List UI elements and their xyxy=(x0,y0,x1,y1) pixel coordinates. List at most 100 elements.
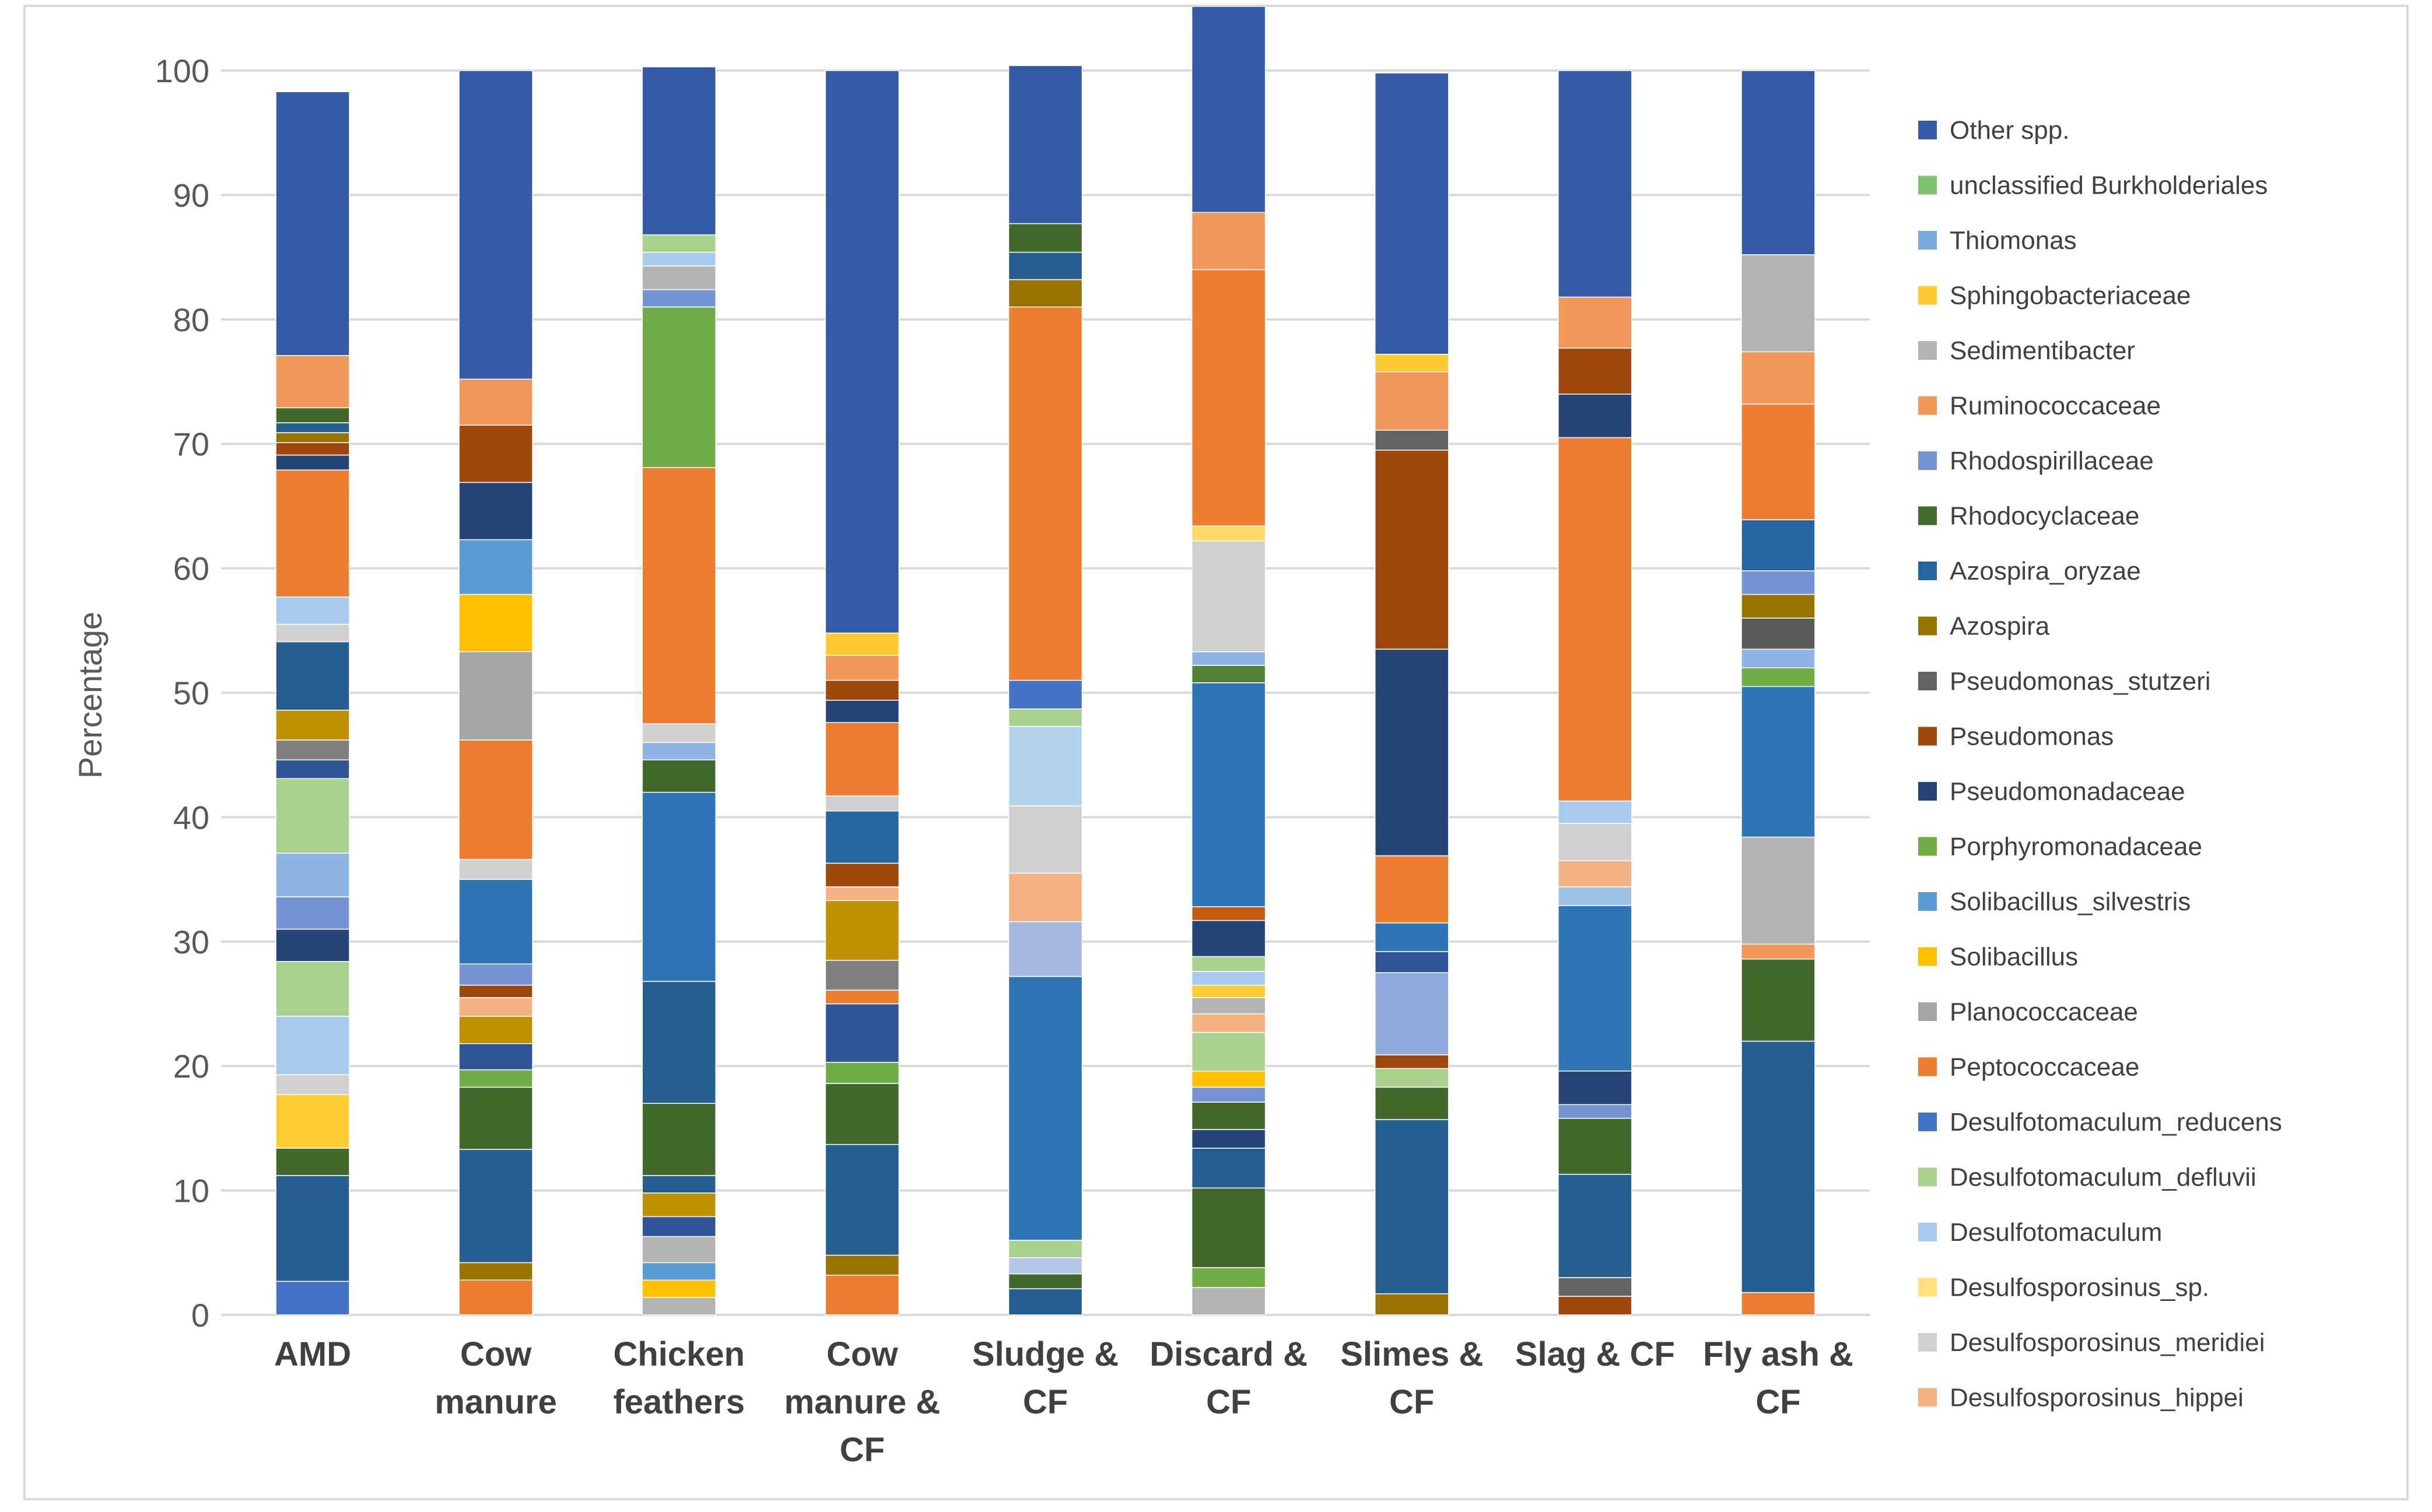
legend-item: Solibacillus_silvestris xyxy=(1918,887,2191,916)
legend-label: Pseudomonas xyxy=(1950,722,2114,751)
bar-segment xyxy=(1191,212,1266,271)
legend-item: Pseudomonas xyxy=(1918,722,2114,751)
bar-segment xyxy=(825,1274,900,1315)
y-tick-label: 30 xyxy=(173,924,209,960)
bar-segment xyxy=(825,862,900,887)
legend-label: Desulfosporosinus_meridiei xyxy=(1950,1328,2265,1357)
bar-segment xyxy=(1008,921,1083,977)
bar-segment xyxy=(1008,306,1083,681)
bar-segment xyxy=(275,1074,350,1096)
bar-segment xyxy=(275,355,350,409)
bar-segment xyxy=(1558,886,1632,906)
bar-segment xyxy=(1374,1119,1449,1295)
bar-segment xyxy=(1191,7,1266,213)
bar-segment xyxy=(275,778,350,854)
legend-item: Desulfotomaculum xyxy=(1918,1218,2162,1247)
bar-segment xyxy=(1741,618,1816,650)
bar-segment xyxy=(1558,823,1632,861)
legend-label: Planococcaceae xyxy=(1950,998,2138,1026)
legend-label: Azospira_oryzae xyxy=(1950,557,2141,585)
bar-segment xyxy=(825,990,900,1005)
bar-segment xyxy=(1008,65,1083,224)
bar-segment xyxy=(275,91,350,356)
bar-stack xyxy=(642,66,717,1315)
bar-segment xyxy=(642,1236,717,1264)
bar-segment xyxy=(1741,404,1816,521)
legend-label: Desulfosporosinus_sp. xyxy=(1950,1274,2209,1302)
legend-swatch xyxy=(1918,1057,1937,1076)
bar-segment xyxy=(1191,1086,1266,1103)
bar-segment xyxy=(458,482,533,541)
bar-segment xyxy=(1191,525,1266,542)
bar-segment xyxy=(825,810,900,864)
bar-segment xyxy=(1741,1292,1816,1315)
legend-swatch xyxy=(1918,892,1937,911)
bar-segment xyxy=(1191,1070,1266,1088)
bar-segment xyxy=(1008,1273,1083,1289)
bar-segment xyxy=(642,251,717,266)
bar-segment xyxy=(275,759,350,779)
bar-segment xyxy=(1558,1277,1632,1297)
legend-label: Azospira xyxy=(1950,612,2050,641)
bar-segment xyxy=(458,425,533,483)
bar-segment xyxy=(458,1069,533,1088)
bar-segment xyxy=(1008,708,1083,727)
legend-item: Desulfosporosinus_sp. xyxy=(1918,1274,2209,1302)
legend-item: Desulfosporosinus_hippei xyxy=(1918,1384,2244,1412)
bar-segment xyxy=(1191,682,1266,907)
y-tick-label: 10 xyxy=(173,1173,209,1209)
bar-segment xyxy=(1191,1129,1266,1149)
legend-item: Porphyromonadaceae xyxy=(1918,833,2202,861)
legend-swatch xyxy=(1918,396,1937,415)
bar-segment xyxy=(458,539,533,595)
bar-segment xyxy=(458,594,533,652)
y-tick-label: 100 xyxy=(155,52,209,89)
bar-segment xyxy=(642,1192,717,1218)
bars xyxy=(275,7,1816,1315)
bar-segment xyxy=(275,596,350,625)
bar-segment xyxy=(1558,394,1632,438)
bar-segment xyxy=(1191,269,1266,527)
bar-segment xyxy=(1741,351,1816,405)
bar-segment xyxy=(1008,223,1083,253)
bar-segment xyxy=(275,641,350,711)
bar-segment xyxy=(825,70,900,634)
bar-stack xyxy=(825,70,900,1315)
bar-segment xyxy=(1191,1287,1266,1315)
bar-segment xyxy=(825,795,900,812)
bar-segment xyxy=(1008,725,1083,806)
bar-segment xyxy=(1374,1068,1449,1088)
legend-label: Ruminococcaceae xyxy=(1950,392,2161,420)
bar-segment xyxy=(1741,686,1816,838)
bar-segment xyxy=(458,1279,533,1315)
bar-segment xyxy=(642,289,717,308)
bar-segment xyxy=(458,1262,533,1281)
bar-stack xyxy=(1374,72,1449,1315)
legend-item: Sphingobacteriaceae xyxy=(1918,282,2191,310)
bar-segment xyxy=(1558,437,1632,802)
bar-segment xyxy=(825,722,900,797)
legend-item: Ruminococcaceae xyxy=(1918,392,2161,420)
x-category-label: Slimes & CF xyxy=(1340,1335,1483,1421)
bar-segment xyxy=(458,997,533,1017)
bar-segment xyxy=(275,454,350,471)
legend-item: Azospira_oryzae xyxy=(1918,557,2141,585)
legend-item: Rhodocyclaceae xyxy=(1918,502,2139,531)
legend-label: Desulfotomaculum xyxy=(1950,1218,2162,1247)
bar-segment xyxy=(458,879,533,964)
bar-segment xyxy=(275,1148,350,1176)
legend-swatch xyxy=(1918,782,1937,801)
bar-stack xyxy=(1008,65,1083,1315)
bar-segment xyxy=(1558,1104,1632,1119)
bar-segment xyxy=(1558,296,1632,349)
bar-segment xyxy=(275,1016,350,1075)
bar-segment xyxy=(1741,594,1816,619)
bar-segment xyxy=(1191,1187,1266,1268)
legend-swatch xyxy=(1918,1167,1937,1187)
legend-swatch xyxy=(1918,1278,1937,1297)
bar-segment xyxy=(458,70,533,380)
bar-segment xyxy=(1191,540,1266,652)
legend: Other spp. unclassified Burkholderiales Th… xyxy=(1918,116,2282,1412)
bar-segment xyxy=(1008,1257,1083,1275)
legend-label: Pseudomonadaceae xyxy=(1950,777,2185,806)
